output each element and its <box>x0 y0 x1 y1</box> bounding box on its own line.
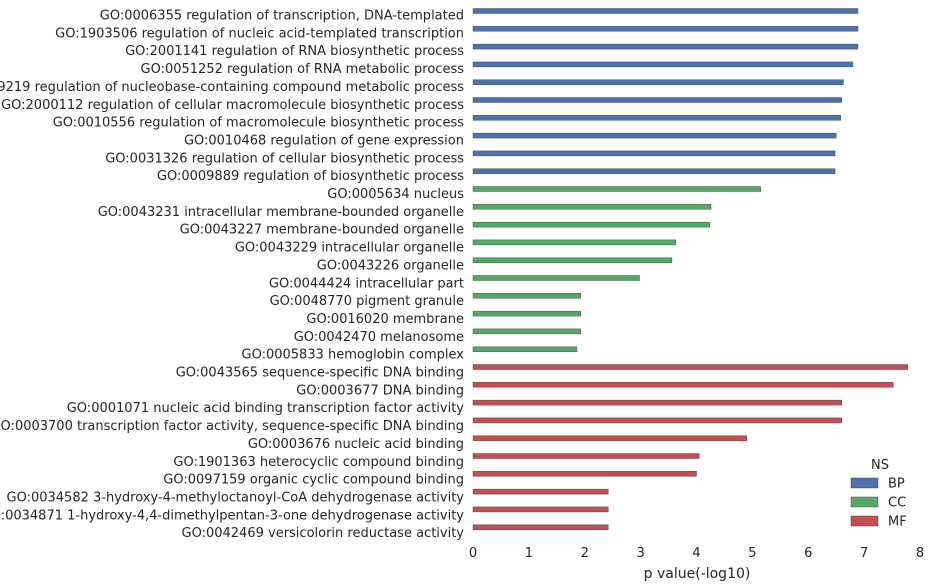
bar-30 <box>472 524 609 530</box>
category-labels-group: GO:0006355 regulation of transcription, … <box>0 9 464 542</box>
bar-19 <box>472 328 582 335</box>
bar-20 <box>472 346 578 352</box>
bar-26 <box>472 453 700 459</box>
bar-27 <box>472 471 697 477</box>
legend-label-mf: MF <box>888 515 907 530</box>
category-label-5: GO:0019219 regulation of nucleobase-cont… <box>0 80 464 95</box>
category-label-17: GO:0048770 pigment granule <box>270 294 464 309</box>
legend-entries: BP CC MF <box>850 477 907 530</box>
category-label-4: GO:0051252 regulation of RNA metabolic p… <box>141 62 465 77</box>
bar-16 <box>472 275 640 281</box>
x-tick-label-0: 0 <box>469 546 477 561</box>
x-tick-label-8: 8 <box>916 546 924 561</box>
category-label-21: GO:0043565 sequence-specific DNA binding <box>176 366 464 381</box>
bar-18 <box>472 310 582 317</box>
bar-23 <box>472 399 842 406</box>
category-label-28: GO:0034582 3-hydroxy-4-methyloctanoyl-Co… <box>7 490 465 505</box>
bar-10 <box>472 168 836 174</box>
bar-15 <box>472 257 673 263</box>
x-tick-label-3: 3 <box>636 546 644 561</box>
bar-21 <box>472 364 908 370</box>
legend-label-cc: CC <box>888 496 906 511</box>
bar-24 <box>472 417 842 424</box>
category-label-13: GO:0043227 membrane-bounded organelle <box>180 223 464 238</box>
bar-11 <box>472 186 761 192</box>
bar-17 <box>472 293 582 299</box>
x-tick-label-6: 6 <box>804 546 812 561</box>
category-label-11: GO:0005634 nucleus <box>327 187 464 202</box>
bar-9 <box>472 150 836 157</box>
x-axis-label: p value(-log10) <box>644 566 751 582</box>
category-label-18: GO:0016020 membrane <box>306 312 464 327</box>
category-label-19: GO:0042470 melanosome <box>294 330 464 345</box>
legend-title: NS <box>871 458 889 473</box>
category-label-24: GO:0003700 transcription factor activity… <box>0 419 464 434</box>
category-label-1: GO:0006355 regulation of transcription, … <box>100 9 464 24</box>
x-tick-label-2: 2 <box>581 546 589 561</box>
category-label-27: GO:0097159 organic cyclic compound bindi… <box>163 473 464 488</box>
bar-5 <box>472 79 844 85</box>
bar-22 <box>472 382 894 388</box>
category-label-20: GO:0005833 hemoglobin complex <box>242 348 465 363</box>
bar-28 <box>472 488 609 495</box>
category-label-23: GO:0001071 nucleic acid binding transcri… <box>67 401 465 416</box>
category-label-16: GO:0044424 intracellular part <box>269 276 464 291</box>
bar-13 <box>472 221 711 228</box>
bar-29 <box>472 506 609 513</box>
bar-14 <box>472 239 677 246</box>
category-label-8: GO:0010468 regulation of gene expression <box>184 133 464 148</box>
bar-8 <box>472 132 837 139</box>
x-tick-label-4: 4 <box>692 546 700 561</box>
category-label-6: GO:2000112 regulation of cellular macrom… <box>1 98 464 113</box>
category-label-29: GO:0034871 1-hydroxy-4,4-dimethylpentan-… <box>0 508 464 523</box>
bar-2 <box>472 26 859 32</box>
category-label-25: GO:0003676 nucleic acid binding <box>248 437 464 452</box>
bar-6 <box>472 97 842 103</box>
legend-swatch-cc <box>850 496 879 508</box>
category-label-14: GO:0043229 intracellular organelle <box>235 241 464 256</box>
category-label-7: GO:0010556 regulation of macromolecule b… <box>53 116 464 131</box>
category-label-30: GO:0042469 versicolorin reductase activi… <box>182 526 465 541</box>
category-label-15: GO:0043226 organelle <box>317 258 464 273</box>
bar-4 <box>472 61 854 68</box>
bar-7 <box>472 115 841 121</box>
legend: NS BP CC MF <box>850 458 907 530</box>
x-tick-label-1: 1 <box>525 546 533 561</box>
category-label-12: GO:0043231 intracellular membrane-bounde… <box>98 205 464 220</box>
category-label-10: GO:0009889 regulation of biosynthetic pr… <box>157 169 464 184</box>
category-label-9: GO:0031326 regulation of cellular biosyn… <box>105 151 464 166</box>
legend-label-bp: BP <box>888 477 905 492</box>
x-tick-label-7: 7 <box>860 546 868 561</box>
x-tick-labels-group: 0 1 2 3 4 5 6 7 8 <box>469 546 924 561</box>
bar-12 <box>472 204 712 210</box>
category-label-2: GO:1903506 regulation of nucleic acid-te… <box>55 26 464 41</box>
legend-swatch-bp <box>850 477 879 489</box>
bar-3 <box>472 43 859 50</box>
category-label-26: GO:1901363 heterocyclic compound binding <box>173 455 464 470</box>
x-tick-label-5: 5 <box>748 546 756 561</box>
bar-1 <box>472 8 859 14</box>
legend-swatch-mf <box>850 515 879 527</box>
bars-group <box>472 8 908 530</box>
category-label-3: GO:2001141 regulation of RNA biosyntheti… <box>125 44 464 59</box>
category-label-22: GO:0003677 DNA binding <box>296 383 464 398</box>
bar-25 <box>472 435 747 441</box>
